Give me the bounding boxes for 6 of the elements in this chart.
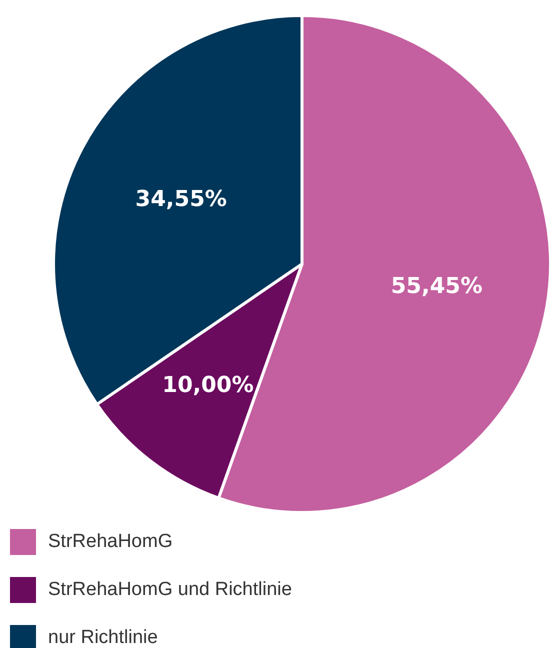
- legend-label: nur Richtlinie: [48, 627, 158, 648]
- legend-label: StrRehaHomG und Richtlinie: [48, 579, 292, 601]
- data-label: 10,00%: [162, 372, 254, 398]
- data-label: 34,55%: [135, 186, 227, 212]
- legend-label: StrRehaHomG: [48, 531, 173, 553]
- data-label: 55,45%: [390, 274, 482, 300]
